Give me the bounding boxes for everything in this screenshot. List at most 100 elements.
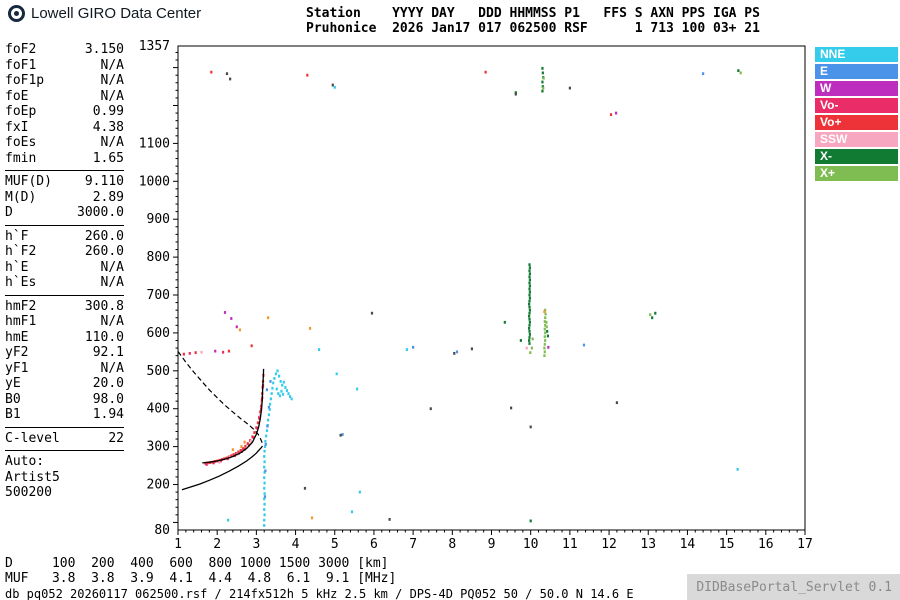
param-label: B0 (5, 391, 21, 407)
param-label: MUF(D) (5, 174, 52, 189)
y-axis-label-1000: 1000 (139, 174, 170, 189)
y-axis-label-500: 500 (147, 364, 170, 379)
param-value: N/A (100, 73, 124, 88)
param-value: 3.150 (84, 42, 124, 57)
param-row-ye: yE 20.0 (5, 376, 124, 392)
station-header: Station YYYY DAY DDD HHMMSS P1 FFS S AXN… (306, 6, 760, 36)
param-row-foe: foE N/A (5, 89, 124, 105)
param-divider (5, 170, 124, 171)
param-label: foEs (5, 135, 37, 150)
x-axis-label-10: 10 (523, 537, 539, 552)
x-axis-label-17: 17 (797, 537, 813, 552)
param-label: foF1 (5, 57, 37, 73)
brand-title: Lowell GIRO Data Center (31, 5, 202, 22)
x-axis-label-13: 13 (640, 537, 656, 552)
param-row-hme: hmE 110.0 (5, 330, 124, 346)
scaled-trace-line (202, 368, 265, 464)
param-label: M(D) (5, 189, 37, 205)
distance-muf-table: D 100 200 400 600 800 1000 1500 3000 [km… (5, 556, 397, 586)
param-row-yf1: yF1 N/A (5, 361, 124, 377)
param-row-fof1: foF1 N/A (5, 58, 124, 74)
param-label: foE (5, 88, 29, 104)
param-label: fmin (5, 150, 37, 166)
x-axis-label-9: 9 (488, 537, 496, 552)
x-axis-label-4: 4 (292, 537, 300, 552)
param-row-hmf2: hmF2 300.8 (5, 299, 124, 315)
param-label: h`F2 (5, 244, 37, 259)
param-row-fxi: fxI 4.38 (5, 120, 124, 136)
param-label: D (5, 205, 13, 220)
y-axis-label-700: 700 (147, 288, 170, 303)
param-row-auto: Auto: (5, 454, 124, 470)
param-row-he: h`E N/A (5, 260, 124, 276)
param-row-foep: foEp 0.99 (5, 104, 124, 120)
param-value: 300.8 (84, 298, 124, 314)
param-row-fmin: fmin 1.65 (5, 151, 124, 167)
param-row-d: D 3000.0 (5, 205, 124, 221)
legend-item-e: E (815, 64, 898, 79)
param-value: N/A (100, 314, 124, 329)
param-value: N/A (100, 88, 124, 104)
lowell-giro-logo-icon (8, 5, 25, 22)
legend-item-vo+: Vo+ (815, 115, 898, 130)
echo-color-legend: NNE E W Vo- Vo+ SSW X- X+ (815, 47, 898, 183)
x-axis-label-14: 14 (680, 537, 696, 552)
y-axis-label-200: 200 (147, 478, 170, 493)
y-axis-label-400: 400 (147, 402, 170, 417)
param-row-md: M(D) 2.89 (5, 190, 124, 206)
param-row-hmf1: hmF1 N/A (5, 314, 124, 330)
param-label: foF2 (5, 42, 37, 57)
station-header-columns: Station YYYY DAY DDD HHMMSS P1 FFS S AXN… (306, 6, 760, 21)
station-header-values: Pruhonice 2026 Jan17 017 062500 RSF 1 71… (306, 21, 760, 36)
legend-item-ssw: SSW (815, 132, 898, 147)
y-axis-label-1100: 1100 (139, 136, 170, 151)
param-label: B1 (5, 407, 21, 422)
param-value: 260.0 (84, 244, 124, 259)
param-row-500200: 500200 (5, 485, 124, 501)
param-divider (5, 450, 124, 451)
y-axis-label-900: 900 (147, 212, 170, 227)
param-label: yE (5, 376, 21, 391)
param-label: hmF2 (5, 298, 37, 314)
param-divider (5, 294, 124, 296)
series-X- (503, 66, 740, 523)
x-axis-label-16: 16 (758, 537, 774, 552)
brand: Lowell GIRO Data Center (8, 5, 201, 22)
param-row-foes: foEs N/A (5, 135, 124, 151)
legend-item-vo-: Vo- (815, 98, 898, 113)
param-label: h`Es (5, 275, 37, 290)
param-value: N/A (100, 259, 124, 275)
y-axis-label-300: 300 (147, 440, 170, 455)
param-label: C-level (5, 430, 60, 446)
legend-item-w: W (815, 81, 898, 96)
series-X+ (529, 71, 742, 358)
param-value: N/A (100, 57, 124, 73)
param-label: Auto: (5, 454, 45, 469)
x-axis-label-7: 7 (409, 537, 417, 552)
param-value: N/A (100, 275, 124, 290)
param-row-fof2: foF2 3.150 (5, 42, 124, 58)
param-label: 500200 (5, 485, 52, 500)
legend-item-x+: X+ (815, 166, 898, 181)
bottomside-profile-line (181, 445, 263, 491)
param-value: 92.1 (92, 345, 124, 360)
param-label: fxI (5, 119, 29, 135)
param-value: 2.89 (92, 189, 124, 205)
param-label: yF2 (5, 345, 29, 360)
param-row-hf: h`F 260.0 (5, 229, 124, 245)
plot-frame (177, 45, 806, 531)
param-label: Artist5 (5, 469, 60, 485)
param-row-b0: B0 98.0 (5, 392, 124, 408)
series-E (263, 72, 705, 499)
x-axis-label-6: 6 (370, 537, 378, 552)
status-line: db pq052 20260117 062500.rsf / 214fx512h… (5, 587, 634, 600)
param-value: 0.99 (92, 104, 124, 119)
x-axis-label-15: 15 (719, 537, 735, 552)
series-noise (225, 72, 618, 521)
y-axis-label-800: 800 (147, 250, 170, 265)
param-value: 98.0 (92, 391, 124, 407)
series-other-direction (231, 310, 546, 520)
x-axis-label-1: 1 (174, 537, 182, 552)
x-axis-label-8: 8 (448, 537, 456, 552)
